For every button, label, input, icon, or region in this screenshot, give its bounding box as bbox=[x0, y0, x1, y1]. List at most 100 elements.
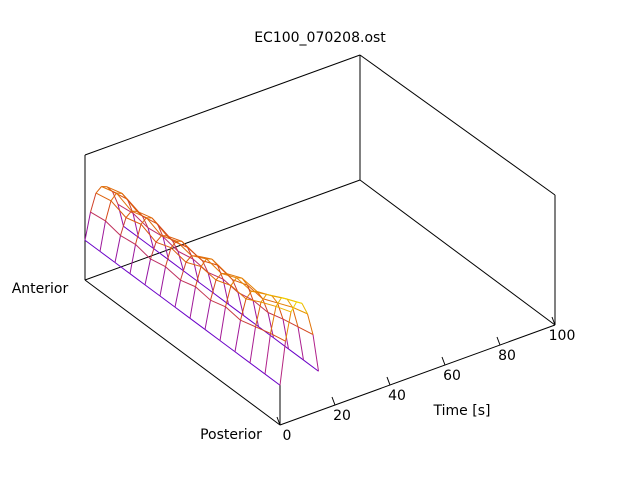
mesh-line bbox=[176, 240, 192, 257]
mesh-line bbox=[267, 312, 274, 338]
mesh-line bbox=[282, 319, 289, 350]
mesh-line bbox=[204, 329, 221, 342]
mesh-line bbox=[230, 285, 247, 300]
mesh-line bbox=[150, 258, 166, 268]
mesh-line bbox=[240, 319, 256, 328]
axes-box bbox=[84, 54, 556, 426]
mesh-line bbox=[114, 235, 121, 263]
mesh-line bbox=[177, 250, 194, 260]
mesh-line bbox=[213, 292, 229, 305]
time-axis bbox=[279, 324, 556, 426]
mesh-line bbox=[144, 284, 161, 297]
mesh-line bbox=[207, 272, 214, 294]
mesh-line bbox=[135, 224, 142, 245]
box-edge bbox=[359, 54, 556, 196]
mesh-line bbox=[120, 235, 136, 245]
x-tick-label: 100 bbox=[549, 328, 576, 344]
mesh-line bbox=[185, 261, 202, 268]
mesh-line bbox=[297, 326, 314, 336]
mesh-line bbox=[226, 273, 233, 281]
mesh-line bbox=[174, 280, 181, 308]
mesh-line bbox=[226, 273, 243, 279]
mesh-line bbox=[288, 348, 304, 361]
mesh-line bbox=[132, 213, 139, 238]
mesh-line bbox=[215, 279, 232, 286]
mesh-line bbox=[264, 373, 281, 386]
box-edge bbox=[359, 179, 556, 326]
mesh-line bbox=[180, 279, 196, 288]
mesh-line bbox=[170, 240, 177, 248]
mesh-line bbox=[135, 244, 151, 260]
mesh-line bbox=[90, 192, 97, 213]
mesh-line bbox=[165, 266, 181, 281]
mesh-line bbox=[185, 255, 192, 263]
mesh-line bbox=[138, 236, 154, 249]
mesh-line bbox=[90, 211, 106, 222]
mesh-line bbox=[110, 200, 127, 218]
mesh-line bbox=[172, 240, 179, 252]
mesh-line bbox=[105, 220, 121, 236]
mesh-line bbox=[225, 285, 232, 307]
mesh-line bbox=[219, 306, 226, 341]
mesh-line bbox=[234, 351, 251, 364]
mesh-line bbox=[210, 299, 226, 308]
mesh-line bbox=[114, 262, 131, 275]
mesh-line bbox=[204, 300, 211, 330]
mesh-line bbox=[270, 332, 286, 342]
mesh-line bbox=[292, 307, 299, 327]
mesh-line bbox=[249, 362, 266, 375]
mesh-line bbox=[159, 295, 176, 308]
mesh-line bbox=[277, 302, 293, 308]
mesh-line bbox=[275, 297, 282, 307]
mesh-line bbox=[195, 266, 202, 287]
mesh-line bbox=[84, 211, 91, 241]
mesh-line bbox=[151, 217, 168, 237]
mesh-line bbox=[155, 241, 172, 249]
tick-mark bbox=[331, 396, 336, 406]
mesh-line bbox=[282, 318, 299, 328]
tick-mark bbox=[496, 336, 501, 346]
x-tick-label: 40 bbox=[388, 388, 406, 404]
tick-mark bbox=[551, 316, 556, 326]
mesh-line bbox=[189, 286, 196, 319]
mesh-line bbox=[279, 341, 286, 386]
mesh-line bbox=[230, 277, 237, 286]
mesh-line bbox=[256, 291, 263, 299]
mesh-line bbox=[207, 271, 224, 280]
mesh-line bbox=[245, 298, 262, 303]
mesh-line bbox=[105, 200, 112, 222]
mesh-line bbox=[144, 258, 151, 285]
mesh-line bbox=[234, 320, 241, 352]
mesh-line bbox=[165, 247, 172, 267]
mesh-line bbox=[183, 270, 199, 283]
mesh-line bbox=[303, 359, 319, 372]
mesh-line bbox=[142, 215, 158, 225]
mesh-line bbox=[228, 303, 244, 316]
mesh-line bbox=[129, 273, 146, 286]
mesh-line bbox=[255, 326, 271, 334]
mesh-line bbox=[200, 258, 207, 267]
mesh-line bbox=[296, 301, 303, 304]
mesh-line bbox=[168, 259, 184, 272]
mesh-line bbox=[241, 277, 258, 292]
mesh-line bbox=[260, 294, 267, 303]
mesh-line bbox=[210, 279, 217, 301]
mesh-line bbox=[132, 212, 149, 229]
mesh-line bbox=[270, 306, 277, 334]
mesh-line bbox=[147, 227, 154, 249]
mesh-line bbox=[260, 301, 277, 307]
mesh-line bbox=[162, 236, 169, 260]
mesh-line bbox=[245, 290, 252, 300]
tick-mark bbox=[441, 356, 446, 366]
mesh-line bbox=[301, 303, 308, 315]
mesh-line bbox=[146, 217, 162, 236]
mesh-line bbox=[121, 193, 138, 212]
mesh-line bbox=[136, 210, 153, 219]
mesh-line bbox=[120, 217, 127, 236]
mesh-line bbox=[84, 239, 101, 252]
mesh-line bbox=[252, 300, 259, 327]
mesh-line bbox=[196, 255, 203, 262]
mesh-line bbox=[112, 191, 128, 200]
mesh-line bbox=[262, 298, 278, 304]
mesh-line bbox=[312, 334, 319, 372]
